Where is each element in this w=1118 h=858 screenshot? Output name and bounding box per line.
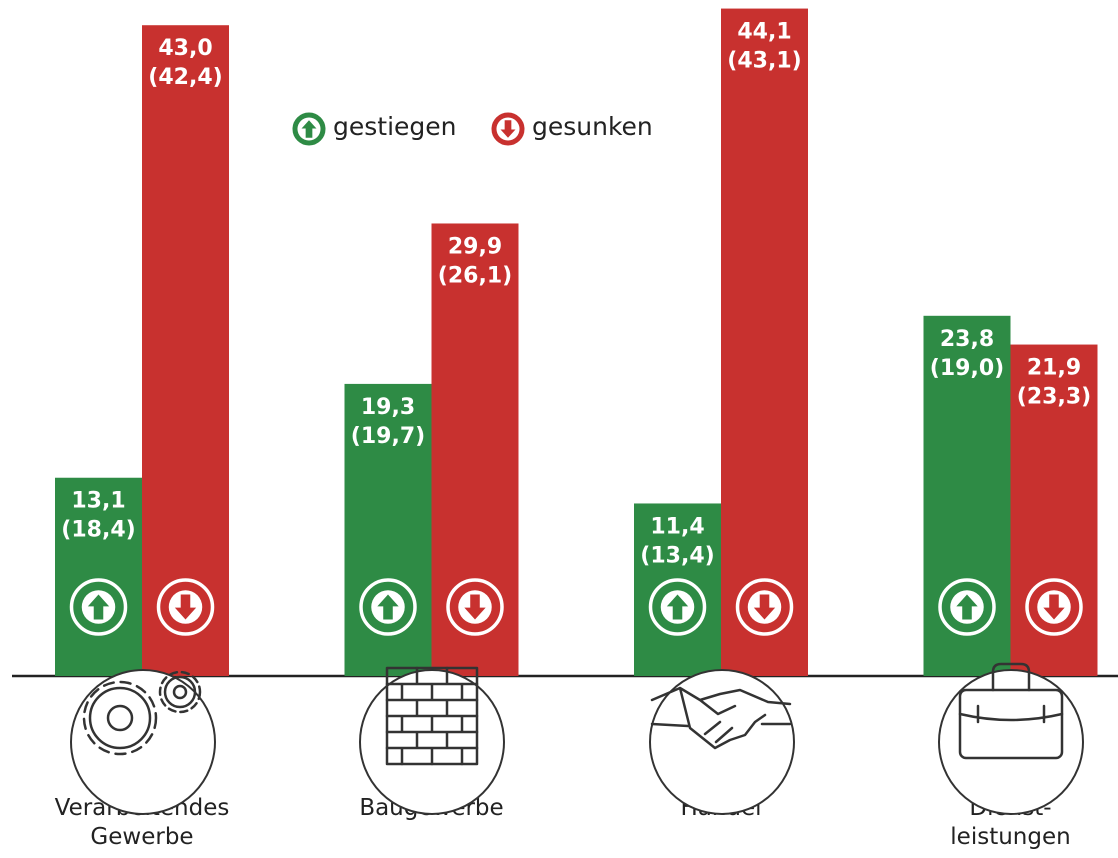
value-label: 29,9: [448, 234, 502, 259]
bar: [142, 25, 229, 676]
icon-ring: [938, 578, 996, 636]
briefcase-icon: [938, 662, 1084, 815]
icon-arrow: [301, 120, 317, 138]
arrow-down-icon: [1025, 578, 1083, 636]
icon-arrow: [666, 594, 689, 620]
icon-ring: [69, 578, 128, 636]
previous-value-label: (42,4): [148, 65, 222, 90]
icon-ring: [735, 578, 794, 636]
value-label: 19,3: [361, 395, 415, 420]
previous-value-label: (18,4): [61, 518, 135, 543]
icon-ring: [1025, 578, 1083, 636]
icon-arrow: [500, 120, 516, 138]
value-label: 43,0: [158, 36, 212, 61]
icon-ring: [446, 578, 504, 636]
icon-arrow: [377, 594, 399, 620]
icon-arrow: [1043, 594, 1065, 620]
arrow-down-icon: [446, 578, 504, 636]
legend-label: gestiegen: [333, 112, 457, 141]
icon-arrow: [753, 594, 776, 620]
bar: [634, 503, 721, 676]
icon-arrow: [956, 594, 978, 620]
icon-arrow: [87, 594, 110, 620]
arrow-down-icon: [735, 578, 794, 636]
arrow-up-icon: [938, 578, 996, 636]
previous-value-label: (19,7): [351, 424, 425, 449]
arrow-up-icon: [359, 578, 417, 636]
value-label: 21,9: [1027, 356, 1081, 381]
gear-icon: [70, 669, 216, 815]
bar: [721, 8, 808, 677]
handshake-icon: [649, 669, 795, 815]
value-label: 44,1: [737, 20, 791, 45]
icon-ring: [648, 578, 707, 636]
value-label: 11,4: [650, 514, 704, 539]
legend-label: gesunken: [532, 112, 653, 141]
legend-entry: gestiegen: [292, 112, 457, 146]
brick-icon: [359, 666, 505, 815]
previous-value-label: (43,1): [727, 49, 801, 74]
arrow-down-icon: [156, 578, 215, 636]
arrow-down-icon: [491, 112, 525, 146]
arrow-up-icon: [648, 578, 707, 636]
value-label: 23,8: [940, 327, 994, 352]
icon-arrow: [174, 594, 197, 620]
icon-ring: [156, 578, 215, 636]
previous-value-label: (19,0): [930, 356, 1004, 381]
icon-arrow: [464, 594, 486, 620]
arrow-up-icon: [292, 112, 326, 146]
value-label: 13,1: [71, 489, 125, 514]
category-icons: [70, 662, 1084, 815]
previous-value-label: (13,4): [640, 543, 714, 568]
previous-value-label: (26,1): [438, 263, 512, 288]
bar: [344, 383, 432, 676]
legend-entry: gesunken: [491, 112, 653, 146]
icon-ring: [359, 578, 417, 636]
arrow-up-icon: [69, 578, 128, 636]
bar: [55, 477, 142, 676]
previous-value-label: (23,3): [1017, 385, 1091, 410]
